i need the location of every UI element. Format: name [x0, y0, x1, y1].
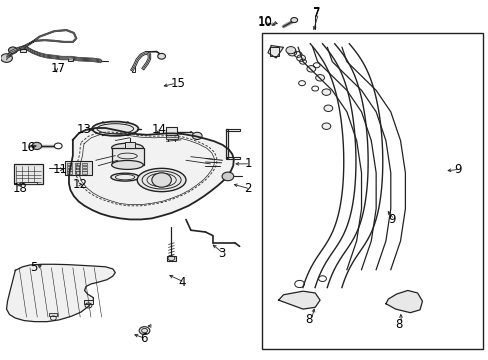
Text: 3: 3 [217, 247, 224, 260]
Bar [125, 142, 135, 148]
Bar [225, 129, 228, 158]
Bar [65, 161, 92, 175]
Bar [14, 164, 42, 184]
Bar [20, 49, 26, 51]
Bar [75, 166, 80, 168]
Bar [49, 314, 57, 316]
Circle shape [152, 173, 171, 187]
Circle shape [287, 49, 296, 56]
Bar [261, 33, 483, 348]
Bar [112, 148, 143, 165]
Bar [20, 182, 37, 184]
Text: 15: 15 [170, 77, 185, 90]
Circle shape [54, 143, 62, 149]
Bar [225, 157, 239, 159]
Bar [75, 168, 80, 171]
Circle shape [222, 172, 233, 181]
Circle shape [139, 327, 150, 334]
Ellipse shape [111, 143, 143, 152]
Text: 2: 2 [244, 183, 251, 195]
Bar [132, 67, 135, 72]
Text: 5: 5 [30, 261, 37, 274]
Polygon shape [278, 291, 320, 309]
Bar [67, 166, 72, 168]
Text: 7: 7 [312, 7, 320, 20]
Bar [75, 163, 80, 165]
Bar [270, 47, 279, 56]
Polygon shape [267, 45, 283, 58]
Bar [68, 57, 73, 60]
Text: 4: 4 [178, 276, 186, 289]
Text: 18: 18 [13, 183, 28, 195]
Circle shape [32, 142, 41, 149]
Text: 8: 8 [395, 318, 402, 331]
Text: 13: 13 [77, 123, 91, 136]
Bar [165, 135, 178, 139]
Bar [82, 168, 87, 171]
Circle shape [296, 55, 305, 61]
Bar [166, 256, 175, 261]
Text: 16: 16 [20, 141, 35, 154]
Bar [82, 166, 87, 168]
Circle shape [290, 18, 297, 23]
Circle shape [192, 132, 202, 139]
Circle shape [324, 105, 332, 112]
Bar [225, 129, 239, 131]
Ellipse shape [111, 173, 139, 181]
Bar [67, 168, 72, 171]
Text: 9: 9 [453, 163, 461, 176]
Bar [67, 163, 72, 165]
Bar [82, 163, 87, 165]
Bar [82, 171, 87, 174]
Bar [83, 300, 93, 304]
Bar [166, 127, 177, 136]
Text: 17: 17 [50, 62, 65, 75]
Text: 9: 9 [387, 213, 395, 226]
Bar [67, 171, 72, 174]
Polygon shape [69, 128, 233, 220]
Text: 6: 6 [140, 332, 147, 345]
Circle shape [322, 123, 330, 130]
Circle shape [158, 53, 165, 59]
Ellipse shape [111, 161, 143, 170]
Circle shape [0, 54, 12, 62]
Ellipse shape [92, 122, 138, 136]
Polygon shape [385, 291, 422, 313]
Text: 7: 7 [312, 6, 320, 19]
Text: 11: 11 [53, 163, 68, 176]
Circle shape [8, 47, 17, 53]
Ellipse shape [137, 168, 185, 192]
Circle shape [315, 75, 324, 81]
Bar [75, 171, 80, 174]
Circle shape [322, 89, 330, 95]
Polygon shape [6, 264, 115, 321]
Circle shape [285, 46, 295, 54]
Text: 12: 12 [73, 178, 88, 191]
Text: 10: 10 [258, 15, 272, 28]
Text: 1: 1 [244, 157, 251, 170]
Text: 8: 8 [305, 313, 312, 327]
Text: 14: 14 [152, 123, 166, 136]
Circle shape [306, 66, 315, 72]
Text: 10: 10 [258, 16, 272, 29]
